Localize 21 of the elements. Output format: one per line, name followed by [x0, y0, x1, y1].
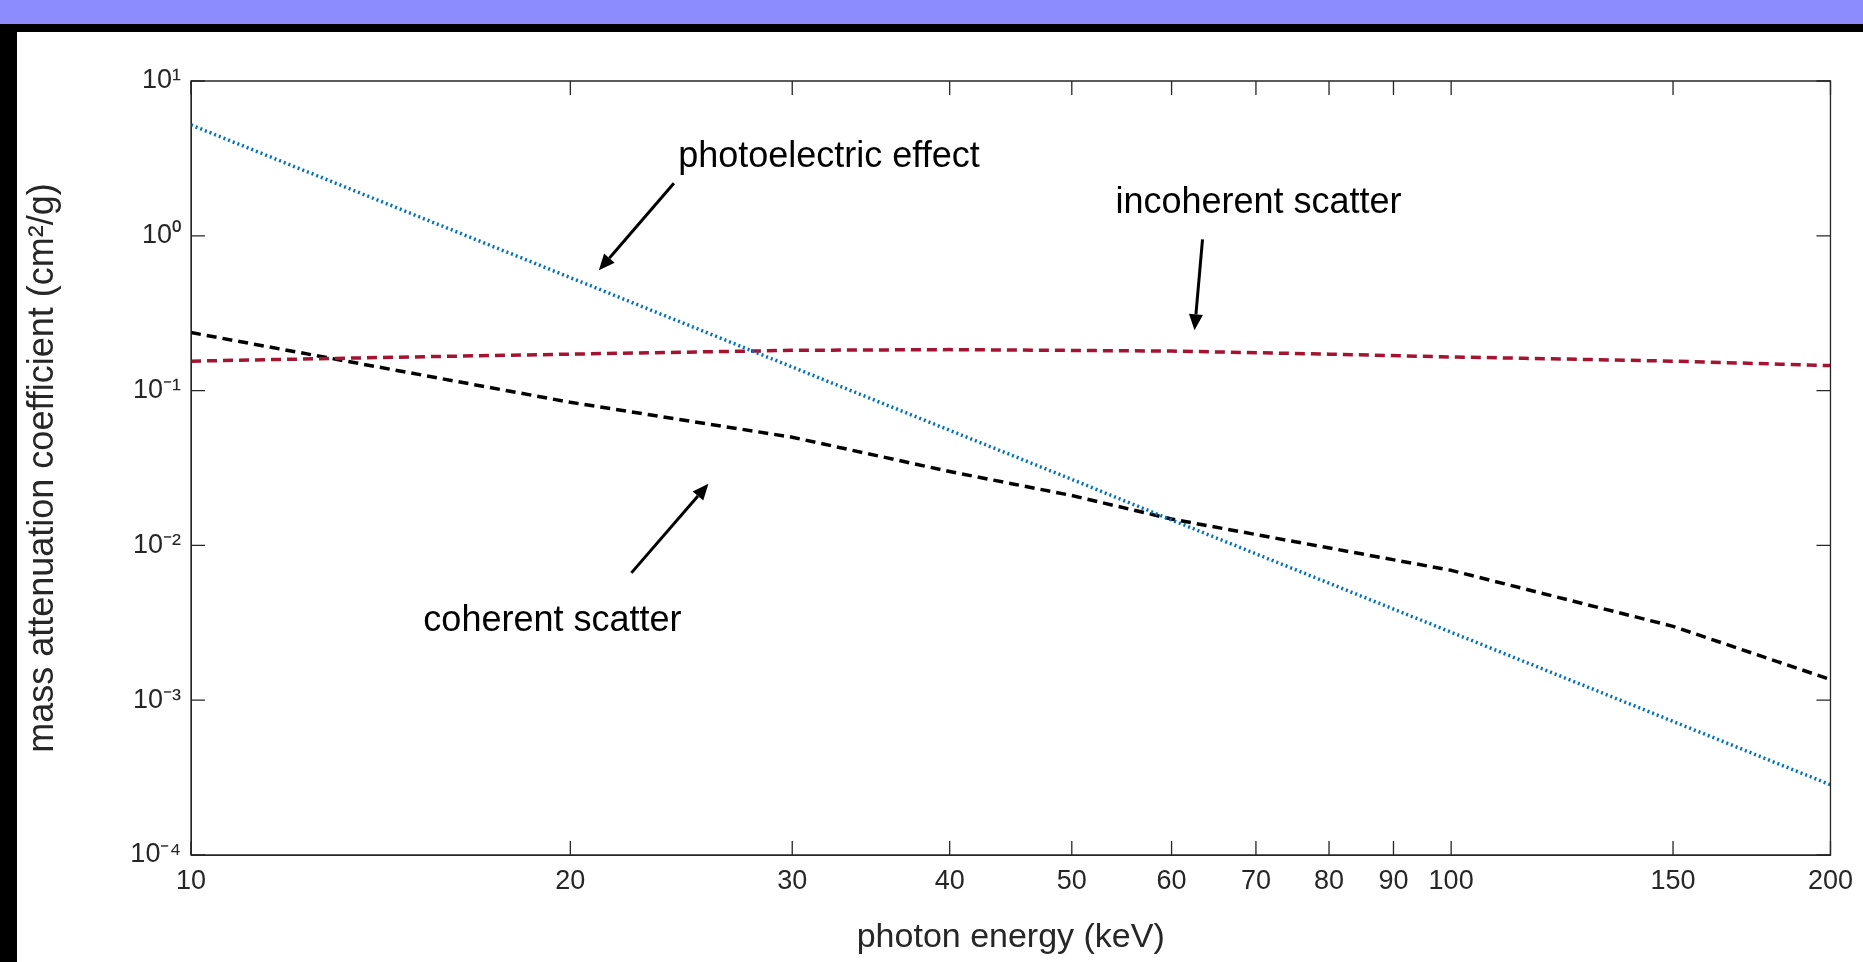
- x-tick-label: 150: [1650, 864, 1696, 895]
- y-tick-label: 10⁰: [141, 219, 181, 250]
- y-axis-title: mass attenuation coefficient (cm²/g): [19, 183, 61, 753]
- x-tick-label: 100: [1428, 864, 1474, 895]
- y-tick-label: 10⁻²: [132, 528, 181, 559]
- annotation: coherent scatter: [423, 597, 682, 639]
- y-tick-label: 10⁻³: [132, 683, 181, 714]
- x-tick-label: 90: [1378, 864, 1409, 895]
- x-tick-label: 80: [1313, 864, 1345, 895]
- x-tick-label: 20: [555, 864, 586, 895]
- x-axis-title: photon energy (keV): [856, 915, 1165, 954]
- annotation: incoherent scatter: [1115, 180, 1402, 222]
- x-tick-label: 50: [1056, 864, 1087, 895]
- x-tick-label: 200: [1807, 864, 1854, 895]
- x-tick-label: 30: [777, 864, 808, 895]
- x-tick-label: 60: [1156, 864, 1187, 895]
- y-tick-label: 10⁻¹: [132, 374, 181, 405]
- y-tick-label: 10¹: [141, 64, 181, 95]
- x-tick-label: 40: [934, 864, 965, 895]
- annotation: photoelectric effect: [678, 134, 980, 176]
- x-tick-label: 70: [1240, 864, 1271, 895]
